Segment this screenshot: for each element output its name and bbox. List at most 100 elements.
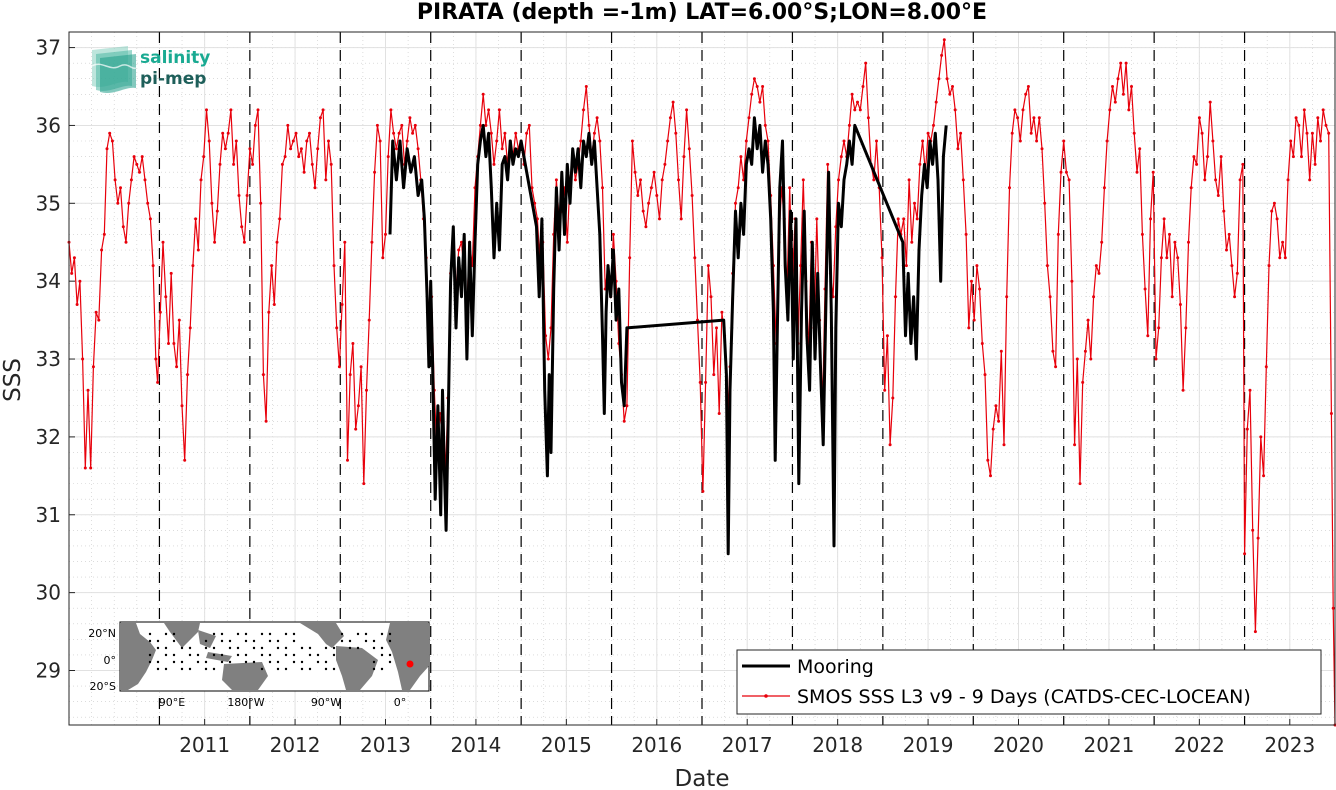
smos-data-point [335,326,339,330]
smos-data-point [1283,256,1287,260]
smos-data-point [503,131,507,135]
smos-data-point [1054,365,1058,369]
inset-buoy-dot [260,667,264,671]
inset-buoy-dot [316,653,320,657]
smos-data-point [717,412,721,415]
smos-data-point [1037,116,1041,120]
smos-data-point [904,264,908,268]
smos-data-point [186,373,189,377]
inset-buoy-dot [388,639,392,643]
smos-data-point [1097,271,1101,275]
smos-data-point [902,217,906,221]
smos-data-point [554,178,558,182]
y-axis-ticks: 29 30 31 32 33 34 35 36 37 [36,36,75,682]
smos-data-point [124,240,128,244]
smos-data-point [636,194,640,197]
smos-data-point [970,279,973,283]
smos-data-point [1151,170,1155,174]
inset-buoy-dot [196,653,200,657]
smos-data-point [1008,186,1011,190]
smos-data-point [283,155,287,159]
smos-data-point [497,108,501,112]
smos-data-point [81,357,85,361]
x-tick-label-2012: 2012 [270,733,321,757]
smos-data-point [668,116,672,120]
smos-data-point [1045,264,1049,268]
x-tick-label-2021: 2021 [1083,733,1134,757]
inset-buoy-dot [308,653,312,657]
smos-data-point [1206,155,1209,159]
smos-data-point [264,419,268,423]
inset-lon-label-90e: 90°E [159,696,185,709]
smos-data-point [853,108,857,112]
smos-data-point [213,240,217,244]
smos-data-point [1233,295,1237,299]
smos-data-point [685,108,689,112]
smos-data-point [110,139,114,143]
inset-buoy-dot [204,639,208,643]
y-tick-label-35: 35 [36,191,61,215]
smos-data-point [280,162,284,166]
smos-data-point [327,139,330,143]
smos-data-point [674,131,678,135]
smos-data-point [866,116,870,120]
x-tick-label-2015: 2015 [541,733,592,757]
smos-data-point [237,194,241,197]
smos-data-point [1083,349,1087,353]
smos-data-point [1132,131,1136,135]
inset-buoy-dot [308,646,312,650]
smos-data-point [1270,209,1274,213]
smos-data-point [202,155,206,159]
smos-data-point [1316,116,1320,120]
inset-lat-label-0: 0° [104,654,117,667]
smos-data-point [1064,170,1068,174]
smos-data-point [113,178,117,182]
y-tick-label-30: 30 [36,581,61,605]
smos-data-point [102,232,106,236]
inset-lat-label-20s: 20°S [90,680,116,693]
smos-data-point [359,365,363,369]
smos-data-point [942,38,946,42]
smos-data-point [967,326,971,330]
smos-data-point [598,139,602,143]
inset-buoy-dot [324,660,328,664]
smos-data-point [1289,139,1293,143]
smos-data-point [1197,116,1201,120]
smos-data-point [1094,264,1098,268]
y-tick-label-33: 33 [36,347,61,371]
smos-data-point [321,108,325,112]
inset-buoy-dot [372,667,376,671]
smos-data-point [397,131,401,135]
smos-data-point [129,178,133,182]
smos-data-point [267,310,271,314]
smos-data-point [1102,186,1106,190]
series-line-mooring [388,116,948,556]
smos-data-point [1286,178,1290,182]
smos-data-point [647,201,651,205]
inset-buoy-dot [356,632,360,636]
logo-wave-icon [91,46,137,93]
smos-data-point [389,108,393,112]
smos-data-point [78,279,82,283]
smos-data-point [1005,295,1009,299]
smos-data-point [948,92,952,96]
inset-buoy-dot [268,639,272,643]
smos-data-point [1016,116,1020,120]
inset-buoy-dot [268,660,272,664]
smos-data-point [1264,365,1268,369]
inset-buoy-dot [260,646,264,650]
smos-data-point [89,466,93,470]
smos-data-point [679,217,683,221]
smos-data-point [248,147,252,151]
smos-data-point [744,139,748,143]
y-tick-label-31: 31 [36,503,61,527]
logo-text-salinity: salinity [140,48,210,68]
smos-data-point [639,178,642,182]
inset-buoy-dot [372,646,376,650]
smos-data-point [1272,201,1276,205]
smos-data-point [299,147,303,151]
smos-data-point [1329,412,1333,415]
smos-data-point [839,155,843,159]
smos-data-point [83,466,87,470]
smos-data-point [698,380,702,384]
